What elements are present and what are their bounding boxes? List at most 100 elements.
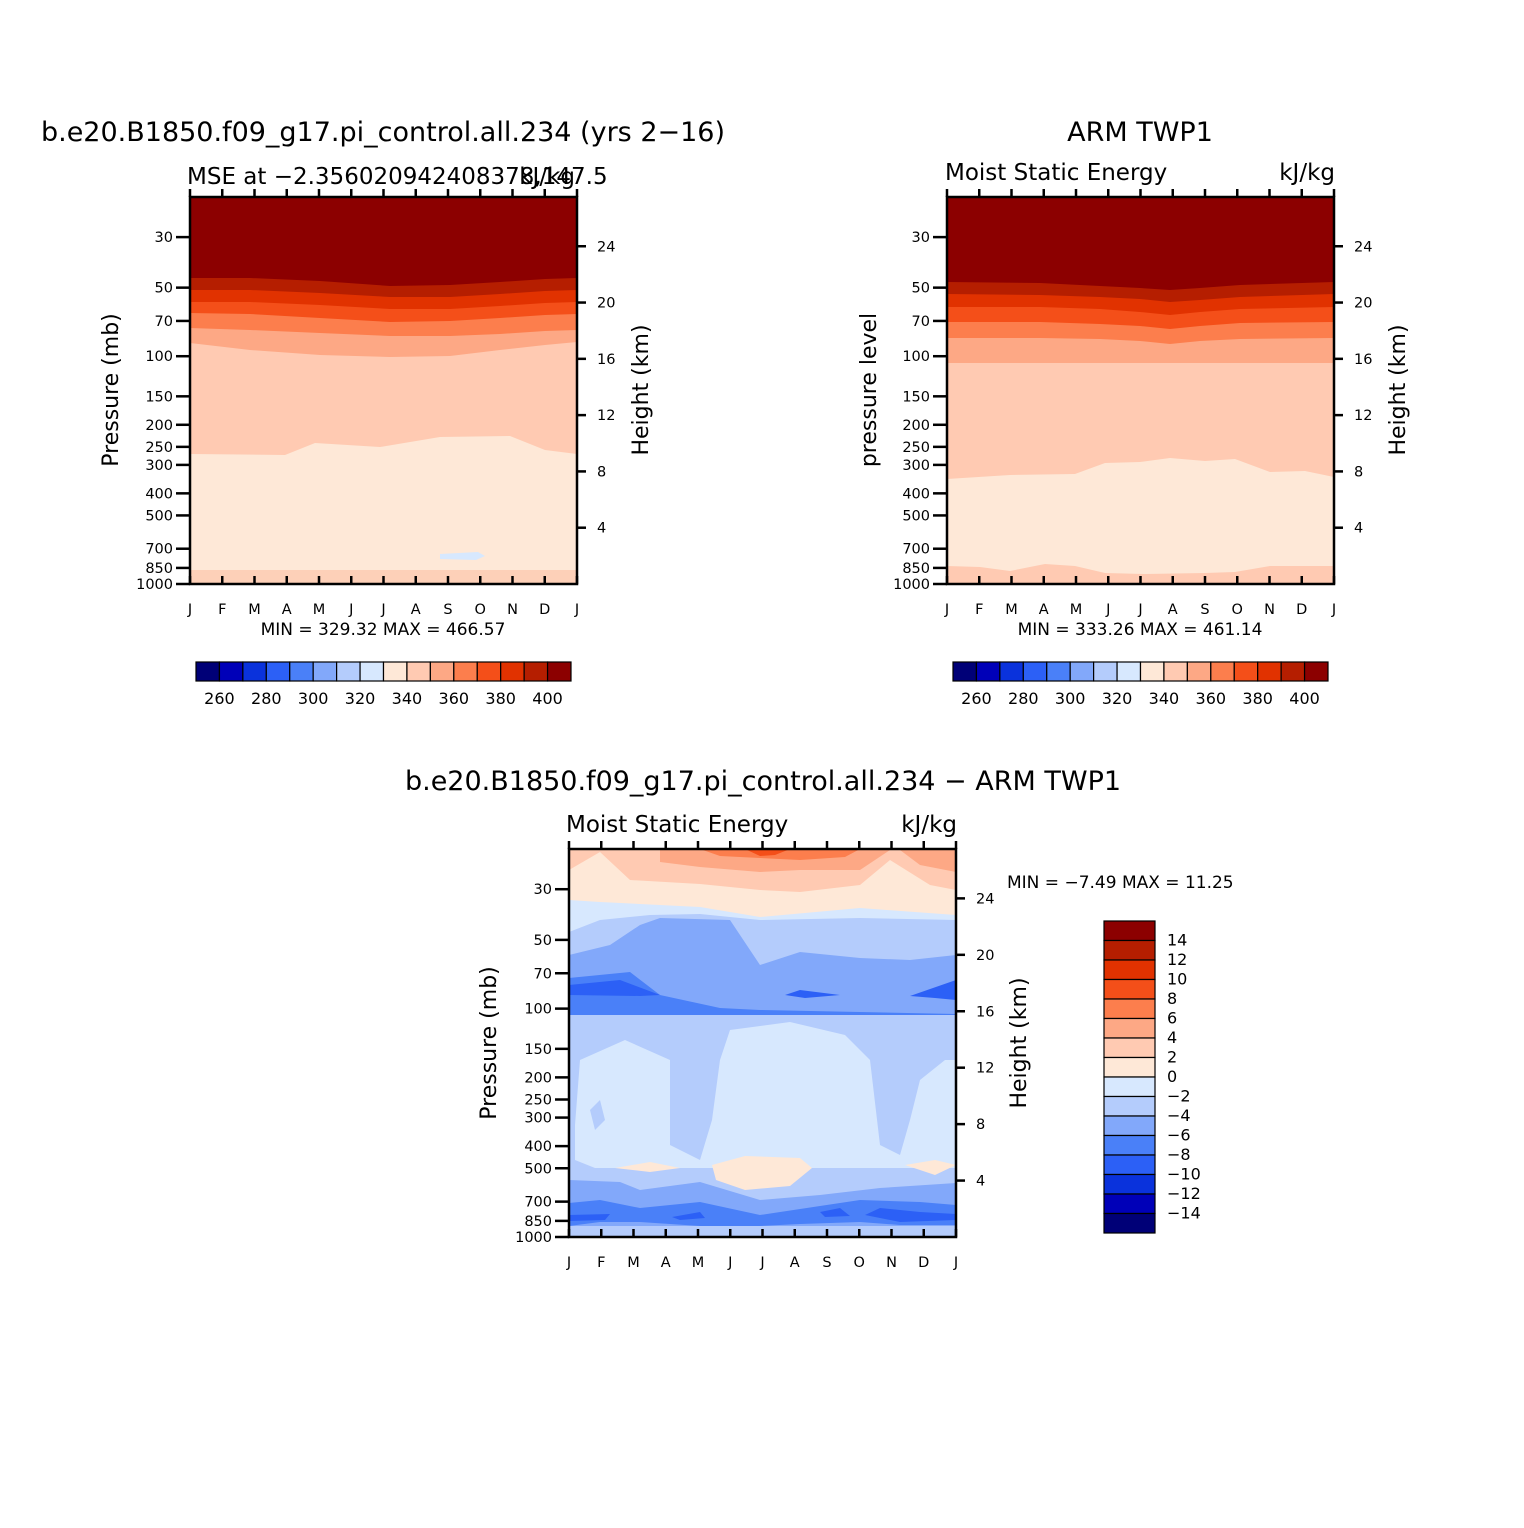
x-tick-label: F [597, 1255, 605, 1271]
x-tick-label: N [886, 1255, 897, 1271]
colorbar-swatch [1139, 661, 1165, 682]
x-tick-label: N [507, 602, 518, 618]
colorbar-swatch [1103, 978, 1156, 1000]
panel3-fill-low-m8d [865, 1208, 956, 1222]
colorbar-swatch [1103, 1115, 1156, 1137]
colorbar-swatch [1186, 661, 1212, 682]
panel1-plot [188, 195, 579, 586]
colorbar-swatch [1103, 1212, 1156, 1234]
colorbar-label: 340 [1149, 689, 1180, 708]
colorbar-swatch [265, 661, 291, 682]
panel3-plot [567, 847, 958, 1239]
colorbar-label: 6 [1167, 1009, 1177, 1028]
pressure-tick-label: 400 [902, 486, 930, 502]
pressure-tick-label: 200 [902, 418, 930, 434]
pressure-tick-label: 300 [145, 458, 173, 474]
colorbar-label: 280 [251, 689, 282, 708]
colorbar-swatch [1103, 1173, 1156, 1195]
colorbar-label: 340 [392, 689, 423, 708]
x-tick-label: J [566, 1255, 571, 1271]
colorbar-label: 380 [1242, 689, 1273, 708]
x-tick-label: J [1137, 602, 1142, 618]
x-tick-label: D [918, 1255, 929, 1271]
x-tick-label: M [627, 1255, 640, 1271]
height-tick-label: 20 [1354, 296, 1372, 312]
x-tick-label: J [953, 1255, 958, 1271]
pressure-tick-label: 500 [524, 1161, 552, 1177]
panel-diff: b.e20.B1850.f09_g17.pi_control.all.234 −… [405, 766, 1234, 1271]
x-tick-label: M [248, 602, 261, 618]
x-tick-label: A [661, 1255, 671, 1271]
height-tick-label: 8 [1354, 464, 1363, 480]
panel3-fill-low-m8a [569, 1214, 610, 1221]
panel3-fill-pos-blob-3 [905, 1160, 956, 1175]
panel3-fill-m8a [569, 980, 660, 996]
colorbar-swatch [218, 661, 244, 682]
colorbar-swatch [1103, 1056, 1156, 1078]
panel1-fill-410 [190, 197, 577, 286]
colorbar-swatch [975, 661, 1001, 682]
pressure-tick-label: 500 [902, 508, 930, 524]
colorbar-label: 8 [1167, 989, 1177, 1008]
colorbar-swatch [1103, 959, 1156, 981]
x-tick-label: O [854, 1255, 865, 1271]
x-tick-label: M [313, 602, 326, 618]
height-tick-label: 12 [1354, 408, 1372, 424]
x-tick-label: S [443, 602, 452, 618]
colorbar-swatch [1103, 1037, 1156, 1059]
colorbar-label: −6 [1167, 1126, 1191, 1145]
panel3-fill-6 [700, 849, 860, 860]
height-tick-label: 4 [976, 1174, 985, 1190]
pressure-tick-label: 850 [524, 1214, 552, 1230]
colorbar-swatch [1280, 661, 1306, 682]
height-tick-label: 4 [1354, 521, 1363, 537]
pressure-tick-label: 400 [145, 486, 173, 502]
pressure-tick-label: 1000 [893, 577, 930, 593]
colorbar-label: 10 [1167, 970, 1187, 989]
colorbar-label: 12 [1167, 950, 1187, 969]
colorbar-label: 380 [485, 689, 516, 708]
colorbar-swatch [1103, 998, 1156, 1020]
x-tick-label: A [411, 602, 421, 618]
pressure-tick-label: 70 [534, 966, 552, 982]
colorbar-swatch [476, 661, 502, 682]
colorbar-swatch [1046, 661, 1071, 682]
colorbar-label: 360 [439, 689, 470, 708]
colorbar-swatch [999, 661, 1024, 682]
panel1-fill-330-blob [440, 552, 485, 560]
pressure-tick-label: 300 [524, 1111, 552, 1127]
pressure-tick-label: 700 [145, 542, 173, 558]
pressure-tick-label: 250 [145, 440, 173, 456]
colorbar-swatch [289, 661, 314, 682]
x-tick-label: F [218, 602, 226, 618]
height-tick-label: 4 [597, 521, 606, 537]
colorbar-label: −2 [1167, 1087, 1191, 1106]
pressure-tick-label: 150 [524, 1042, 552, 1058]
colorbar-swatch [382, 661, 408, 682]
panel3-fill-m2c [590, 1100, 605, 1130]
colorbar-swatch [1103, 1017, 1156, 1039]
pressure-tick-label: 50 [534, 933, 552, 949]
x-tick-label: J [1105, 602, 1110, 618]
x-tick-label: A [1168, 602, 1178, 618]
pressure-tick-label: 1000 [136, 577, 173, 593]
colorbar-swatch [1257, 661, 1282, 682]
x-tick-label: M [692, 1255, 705, 1271]
panel3-fill-m8b [785, 990, 840, 998]
x-tick-label: A [790, 1255, 800, 1271]
pressure-tick-label: 850 [145, 561, 173, 577]
pressure-tick-label: 30 [155, 230, 173, 246]
x-tick-label: O [1232, 602, 1243, 618]
height-tick-label: 16 [597, 352, 615, 368]
height-tick-label: 24 [976, 891, 994, 907]
pressure-tick-label: 700 [524, 1195, 552, 1211]
panel2-minmax: MIN = 333.26 MAX = 461.14 [1018, 620, 1263, 640]
panel3-fill-pos-blob-1 [712, 1156, 812, 1190]
colorbar-swatch [1103, 1095, 1156, 1117]
height-tick-label: 20 [597, 296, 615, 312]
height-tick-label: 24 [1354, 239, 1372, 255]
colorbar-swatch [1069, 661, 1095, 682]
panel3-fill-low-m6 [569, 1200, 956, 1226]
colorbar-label: −10 [1167, 1165, 1201, 1184]
panel3-title: b.e20.B1850.f09_g17.pi_control.all.234 −… [405, 766, 1121, 797]
